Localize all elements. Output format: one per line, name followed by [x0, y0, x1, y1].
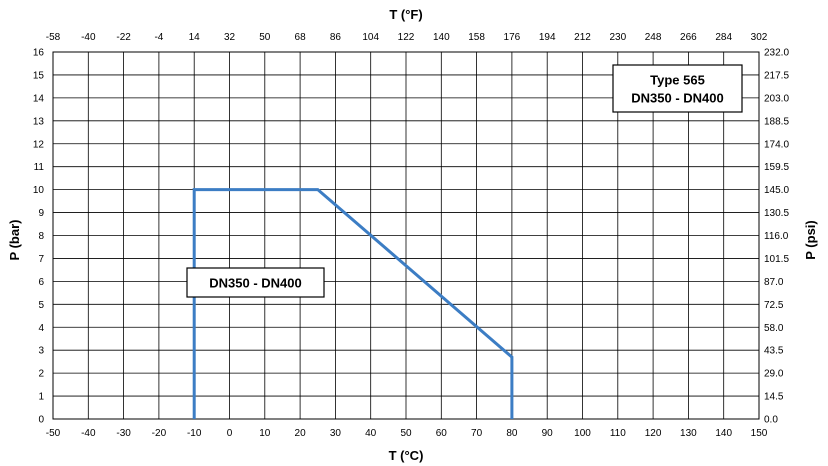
- y2-tick-label: 72.5: [764, 300, 784, 311]
- y-tick-label: 7: [38, 254, 44, 265]
- y-axis-title: P (bar): [7, 220, 22, 261]
- x-tick-label: -50: [46, 428, 61, 439]
- annotation-text: DN350 - DN400: [631, 91, 724, 106]
- x-tick-label: 50: [400, 428, 412, 439]
- x-tick-label: 80: [506, 428, 518, 439]
- y-tick-label: 14: [33, 93, 45, 104]
- x2-tick-label: 230: [609, 32, 626, 43]
- x-tick-label: 90: [542, 428, 554, 439]
- x2-tick-label: 248: [645, 32, 662, 43]
- x-tick-label: -10: [187, 428, 202, 439]
- x-tick-label: 30: [330, 428, 342, 439]
- x2-tick-label: 176: [504, 32, 521, 43]
- y-tick-label: 16: [33, 48, 45, 59]
- y2-tick-label: 188.5: [764, 116, 789, 127]
- x-tick-label: 40: [365, 428, 377, 439]
- x2-tick-label: -22: [116, 32, 131, 43]
- y2-tick-label: 0.0: [764, 415, 778, 426]
- y-tick-label: 0: [38, 415, 44, 426]
- y-tick-label: 11: [34, 162, 45, 173]
- y-tick-label: 12: [33, 139, 45, 150]
- x2-tick-label: 158: [468, 32, 485, 43]
- y-tick-label: 15: [33, 70, 45, 81]
- y-tick-label: 5: [38, 300, 44, 311]
- series-line: [192, 188, 514, 419]
- series-layer: [192, 188, 514, 419]
- annotation-text: Type 565: [650, 73, 705, 88]
- x-tick-label: -20: [152, 428, 167, 439]
- x2-tick-label: 302: [751, 32, 768, 43]
- y2-tick-label: 43.5: [764, 346, 784, 357]
- x2-tick-label: 122: [398, 32, 415, 43]
- y-tick-label: 1: [38, 392, 44, 403]
- x-axis-fahrenheit-ticks: -58 -40 -22 -4 14 32 50 68 86 104 122 140 158 176 194 2…: [46, 32, 768, 43]
- y-tick-label: 8: [38, 231, 44, 242]
- x-tick-label: 0: [227, 428, 233, 439]
- x2-axis-title: T (°F): [389, 7, 422, 22]
- x2-tick-label: 194: [539, 32, 556, 43]
- y2-tick-label: 145.0: [764, 185, 789, 196]
- x2-tick-label: 284: [715, 32, 732, 43]
- x-tick-label: 20: [295, 428, 307, 439]
- y-tick-label: 2: [38, 369, 44, 380]
- y2-tick-label: 101.5: [764, 254, 789, 265]
- x2-tick-label: 86: [330, 32, 342, 43]
- x-tick-label: 100: [574, 428, 591, 439]
- y2-tick-label: 174.0: [764, 139, 789, 150]
- y-tick-label: 13: [33, 116, 45, 127]
- y2-tick-label: 29.0: [764, 369, 784, 380]
- y-axis-psi-ticks: 0.0 14.5 29.0 43.5 58.0 72.5 87.0 101.5 116.0 130…: [764, 48, 789, 426]
- annotation-frame: [186, 267, 325, 298]
- annotation-layer: DN350 - DN400 Type 565 DN350 - DN400: [186, 64, 743, 298]
- y2-tick-label: 116.0: [764, 231, 789, 242]
- annotation-box: Type 565 DN350 - DN400: [612, 64, 743, 113]
- y-tick-label: 6: [38, 277, 44, 288]
- x-tick-label: 110: [610, 428, 626, 439]
- x2-tick-label: 50: [259, 32, 271, 43]
- annotation-box: DN350 - DN400: [186, 267, 325, 298]
- x2-tick-label: 14: [189, 32, 201, 43]
- y2-axis-title: P (psi): [803, 220, 818, 260]
- x2-tick-label: -58: [46, 32, 61, 43]
- y-tick-label: 3: [38, 346, 44, 357]
- x2-tick-label: -40: [81, 32, 96, 43]
- y-tick-label: 9: [38, 208, 44, 219]
- x-tick-label: 60: [436, 428, 448, 439]
- y2-tick-label: 58.0: [764, 323, 784, 334]
- x-tick-label: 70: [471, 428, 483, 439]
- x-tick-label: 140: [715, 428, 732, 439]
- annotation-frame: [612, 64, 743, 113]
- x-tick-label: 130: [680, 428, 697, 439]
- x-tick-label: -40: [81, 428, 96, 439]
- x2-tick-label: 68: [295, 32, 307, 43]
- annotation-text: DN350 - DN400: [209, 276, 302, 291]
- x-axis-title: T (°C): [389, 448, 424, 463]
- x-tick-label: 10: [259, 428, 271, 439]
- y2-tick-label: 14.5: [764, 392, 784, 403]
- x-tick-label: 150: [751, 428, 768, 439]
- x2-tick-label: 32: [224, 32, 236, 43]
- y-tick-label: 4: [38, 323, 44, 334]
- y2-tick-label: 87.0: [764, 277, 784, 288]
- y2-tick-label: 232.0: [764, 48, 789, 59]
- x2-tick-label: -4: [154, 32, 163, 43]
- y2-tick-label: 217.5: [764, 70, 789, 81]
- plot-frame: [52, 51, 760, 420]
- x-axis-celsius-ticks: -50 -40 -30 -20 -10 0 10 20 30 40 50 60 70 80 90 100 110…: [46, 428, 768, 439]
- x2-tick-label: 212: [574, 32, 591, 43]
- x2-tick-label: 266: [680, 32, 697, 43]
- x-tick-label: 120: [645, 428, 662, 439]
- x2-tick-label: 104: [362, 32, 379, 43]
- x-tick-label: -30: [116, 428, 131, 439]
- y2-tick-label: 130.5: [764, 208, 789, 219]
- y-tick-label: 10: [33, 185, 45, 196]
- y2-tick-label: 203.0: [764, 93, 789, 104]
- y2-tick-label: 159.5: [764, 162, 789, 173]
- x2-tick-label: 140: [433, 32, 450, 43]
